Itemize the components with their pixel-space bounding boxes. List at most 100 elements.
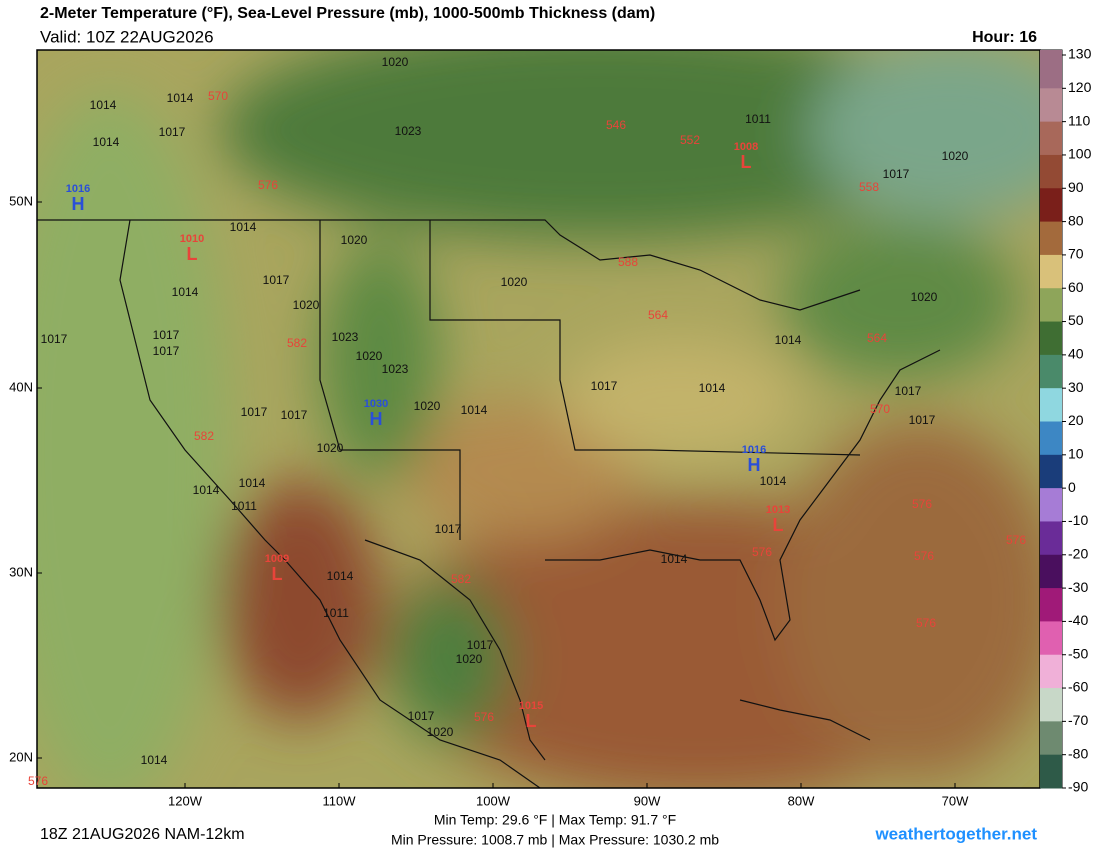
contour-label: 1017	[281, 408, 308, 422]
contour-label: 582	[194, 429, 214, 443]
center-pressure: 1016	[742, 444, 766, 456]
colorbar-label: 20	[1068, 412, 1084, 428]
contour-label: 1020	[501, 275, 528, 289]
contour-label: 1020	[456, 652, 483, 666]
colorbar-label: -40	[1068, 612, 1088, 628]
contour-label: 1023	[382, 362, 409, 376]
contour-label: 1020	[911, 290, 938, 304]
contour-label: 1017	[41, 332, 68, 346]
contour-label: 1017	[241, 405, 268, 419]
contour-label: 582	[287, 336, 307, 350]
center-pressure: 1013	[766, 504, 790, 516]
colorbar-segment	[1040, 188, 1062, 223]
contour-label: 1017	[895, 384, 922, 398]
colorbar-label: -60	[1068, 679, 1088, 695]
colorbar-segment	[1040, 654, 1062, 689]
center-pressure: 1009	[265, 553, 289, 565]
contour-label: 1011	[231, 499, 257, 513]
lat-label: 20N	[9, 749, 33, 764]
contour-label: 1020	[317, 441, 344, 455]
contour-label: 1014	[93, 135, 120, 149]
contour-label: 1014	[760, 474, 787, 488]
contour-label: 546	[606, 118, 626, 132]
colorbar-segment	[1040, 121, 1062, 156]
temp-range: Min Temp: 29.6 °F | Max Temp: 91.7 °F	[434, 812, 676, 828]
colorbar-label: 60	[1068, 279, 1084, 295]
lat-label: 50N	[9, 193, 33, 208]
center-symbol: L	[773, 515, 784, 535]
colorbar-label: 0	[1068, 479, 1076, 495]
lat-label: 30N	[9, 564, 33, 579]
colorbar-segment	[1040, 754, 1062, 789]
center-symbol: H	[370, 409, 383, 429]
colorbar-label: 80	[1068, 212, 1084, 228]
contour-label: 576	[474, 710, 494, 724]
contour-label: 1017	[263, 273, 290, 287]
colorbar-label: 130	[1068, 46, 1092, 62]
contour-label: 1011	[745, 112, 771, 126]
colorbar-label: -90	[1068, 779, 1088, 795]
colorbar-segment	[1040, 288, 1062, 323]
colorbar-label: -70	[1068, 712, 1088, 728]
contour-label: 1017	[883, 167, 910, 181]
center-pressure: 1008	[734, 141, 758, 153]
contour-label: 1014	[239, 476, 266, 490]
colorbar-label: -20	[1068, 545, 1088, 561]
contour-label: 558	[859, 180, 879, 194]
contour-label: 576	[914, 549, 934, 563]
colorbar-label: 110	[1068, 112, 1091, 128]
contour-label: 1020	[414, 399, 441, 413]
contour-label: 1020	[382, 55, 409, 69]
colorbar-segment	[1040, 154, 1062, 189]
temperature-field	[37, 50, 1040, 788]
colorbar-label: 40	[1068, 346, 1084, 362]
valid-time: Valid: 10Z 22AUG2026	[40, 27, 214, 46]
contour-label: 582	[451, 572, 471, 586]
contour-label: 1020	[341, 233, 368, 247]
contour-label: 1017	[153, 328, 180, 342]
colorbar-segment	[1040, 221, 1062, 256]
contour-label: 1014	[775, 333, 802, 347]
colorbar-label: 50	[1068, 312, 1084, 328]
colorbar-label: -10	[1068, 512, 1088, 528]
contour-label: 576	[28, 774, 48, 788]
center-pressure: 1016	[66, 183, 90, 195]
lat-label: 40N	[9, 379, 33, 394]
colorbar-label: 100	[1068, 146, 1092, 162]
colorbar-label: 70	[1068, 246, 1084, 262]
contour-label: 552	[680, 133, 700, 147]
pressure-range: Min Pressure: 1008.7 mb | Max Pressure: …	[391, 832, 719, 848]
contour-label: 570	[208, 89, 228, 103]
colorbar-segment	[1040, 554, 1062, 589]
contour-label: 1017	[591, 379, 618, 393]
center-symbol: L	[741, 152, 752, 172]
contour-label: 1017	[909, 413, 936, 427]
contour-label: 564	[648, 308, 668, 322]
contour-label: 1017	[467, 638, 494, 652]
contour-label: 1017	[159, 125, 186, 139]
center-pressure: 1015	[519, 700, 543, 712]
lon-label: 90W	[634, 793, 661, 808]
contour-label: 1017	[153, 344, 180, 358]
center-pressure: 1030	[364, 398, 388, 410]
colorbar-segment	[1040, 688, 1062, 722]
center-symbol: H	[748, 455, 761, 475]
forecast-hour: Hour: 16	[972, 29, 1037, 46]
title: 2-Meter Temperature (°F), Sea-Level Pres…	[40, 5, 655, 22]
map	[37, 50, 1040, 788]
colorbar-segment	[1040, 488, 1062, 522]
contour-label: 1014	[230, 220, 257, 234]
colorbar-label: 10	[1068, 446, 1084, 462]
center-symbol: L	[187, 244, 198, 264]
contour-label: 1014	[167, 91, 194, 105]
colorbar-segment	[1040, 621, 1062, 656]
site[interactable]: weathertogether.net	[874, 824, 1037, 843]
colorbar-segment	[1040, 88, 1062, 123]
lon-label: 100W	[476, 793, 511, 808]
contour-label: 1023	[395, 124, 422, 138]
colorbar-segment	[1040, 521, 1062, 556]
colorbar-label: 120	[1068, 79, 1092, 95]
colorbar-top	[1040, 50, 1062, 55]
contour-label: 1020	[356, 349, 383, 363]
